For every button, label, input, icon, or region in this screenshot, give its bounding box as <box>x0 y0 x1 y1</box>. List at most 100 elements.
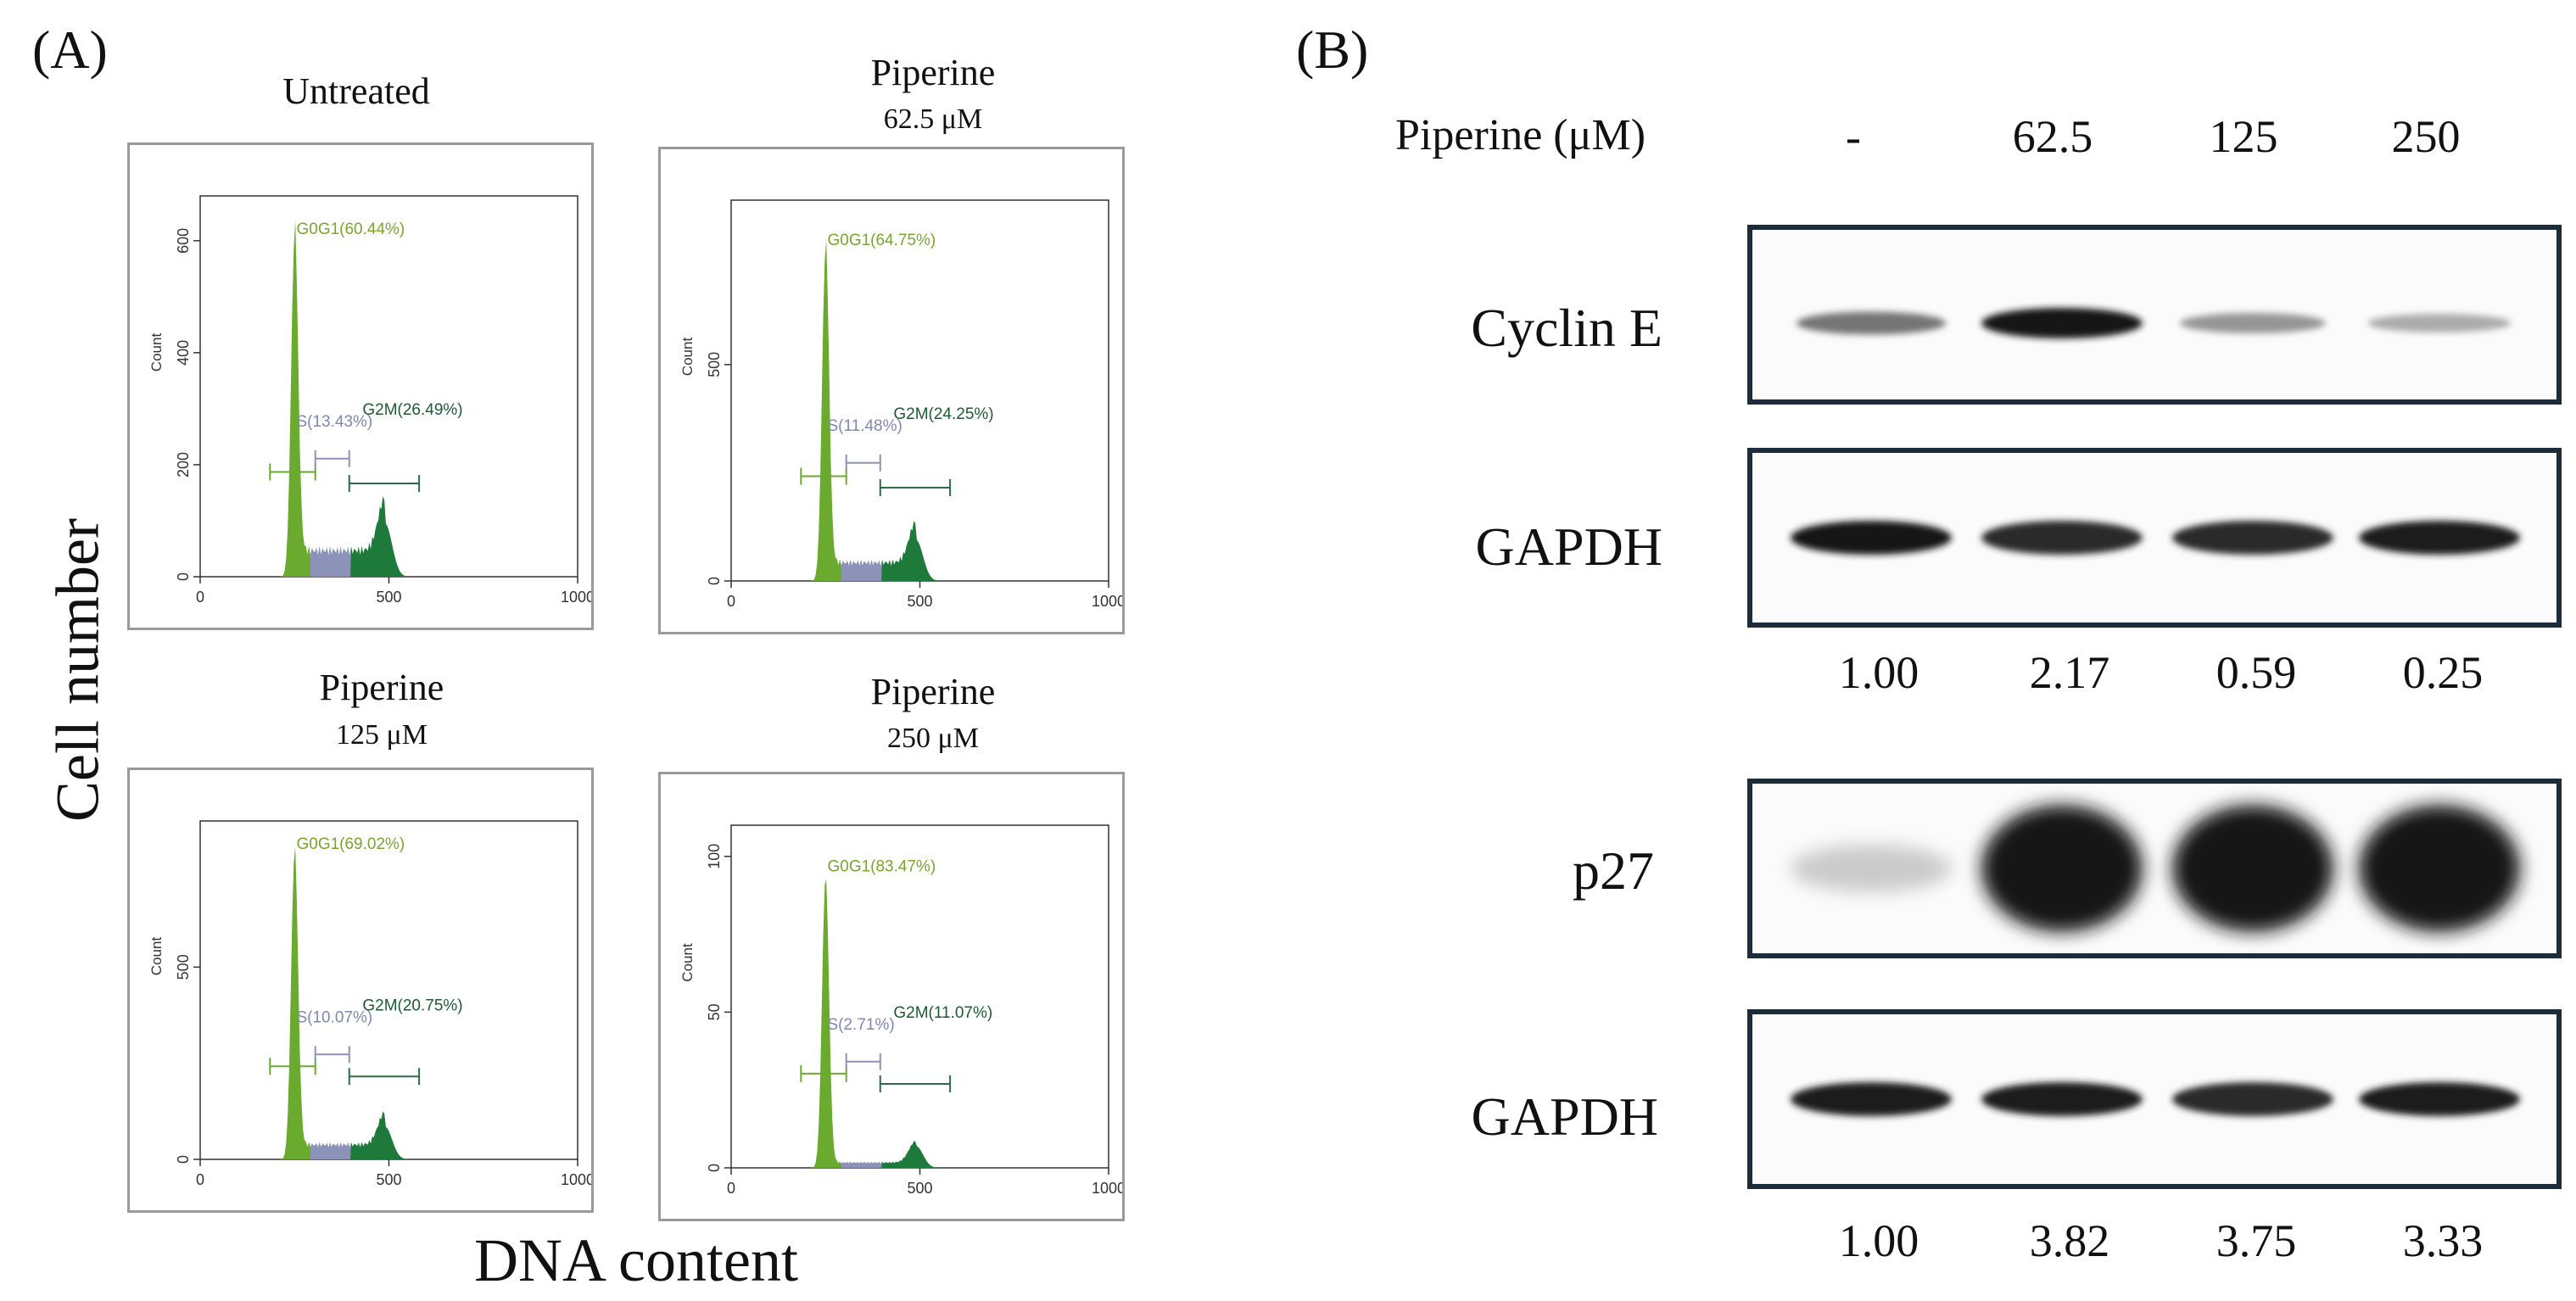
g2m-label: G2M(11.07%) <box>893 1004 992 1022</box>
g0g1-peak <box>268 846 310 1159</box>
s-label: S(10.07%) <box>296 1008 372 1026</box>
histogram-piperine-62-5: 0 500 0 500 1000 Count G0G1(64.75%) S(11.48%)G2… <box>679 199 1126 610</box>
p27-band <box>1791 844 1952 893</box>
histogram-frame-3: 0 500 0 500 1000 Count G0G1(69.02%) S(10.07%) G2… <box>127 768 595 1213</box>
conc-lane-4: 250 <box>2391 111 2461 162</box>
x-tick-label: 1000 <box>1092 1180 1122 1197</box>
label-p27: p27 <box>1573 840 1654 901</box>
label-gapdh-1: GAPDH <box>1475 516 1662 577</box>
histogram-frame-2: 0 500 0 500 1000 Count G0G1(64.75%) S(11.48%) G2… <box>658 147 1126 634</box>
panel-a-label: (A) <box>32 20 108 80</box>
x-tick-label: 500 <box>376 1171 401 1188</box>
s-phase-area <box>310 545 351 577</box>
count-axis-label: Count <box>148 333 165 372</box>
x-tick-label: 1000 <box>561 1171 591 1188</box>
y-tick-label: 500 <box>175 954 192 980</box>
plot-area <box>730 199 1109 582</box>
s-phase-area <box>310 1142 351 1159</box>
blot-p27-bands <box>1791 805 2520 932</box>
hist-subtitle-2: 62.5 μM <box>883 103 983 135</box>
cell-number-label: Cell number <box>43 518 112 822</box>
g2m-label: G2M(20.75%) <box>362 997 462 1014</box>
g2m-label: G2M(24.25%) <box>893 405 993 423</box>
x-tick-label: 1000 <box>561 589 591 606</box>
g0g1-peak <box>268 220 310 577</box>
y-tick-label: 0 <box>175 572 192 581</box>
dna-content-label: DNA content <box>474 1226 798 1294</box>
s-phase-area <box>841 559 882 581</box>
blot-cyclin-e-bands <box>1796 308 2512 338</box>
histogram-untreated: 0 200 400 600 0 500 1000 Count G0G1(60.44%) S(13.… <box>148 195 595 606</box>
p27-band <box>1981 805 2143 932</box>
blot-gapdh-2-bands <box>1791 1082 2520 1116</box>
blot-gapdh-1-bands <box>1791 521 2520 555</box>
blot-cyclin-e <box>1747 225 2562 405</box>
y-tick-label: 500 <box>706 352 723 377</box>
count-axis-label: Count <box>679 338 696 377</box>
histogram-frame-4: 0 50 100 0 500 1000 Count G0G1(83.47%) S(2.71%) G… <box>658 772 1126 1221</box>
hist-title-4: Piperine <box>870 671 996 712</box>
s-phase-area <box>841 1161 882 1168</box>
histogram-frame-1: 0 200 400 600 0 500 1000 Count G0G1(60.44%) S(13.… <box>127 142 595 630</box>
hist-title-2: Piperine <box>870 52 996 93</box>
g0g1-label: G0G1(64.75%) <box>827 232 936 249</box>
x-tick-label: 500 <box>376 589 401 606</box>
label-gapdh-2: GAPDH <box>1471 1086 1658 1147</box>
gapdh-1-band <box>2172 521 2333 555</box>
x-tick-label: 0 <box>727 1180 735 1197</box>
y-tick-label: 400 <box>175 340 192 366</box>
x-tick-label: 0 <box>727 593 735 610</box>
gapdh-2-band <box>1791 1082 1952 1116</box>
s-label: S(13.43%) <box>296 413 372 431</box>
quant-p27-2: 3.82 <box>2029 1215 2110 1266</box>
s-label: S(11.48%) <box>827 417 902 435</box>
cyclin-e-band <box>1981 308 2143 338</box>
cyclin-e-band <box>2367 314 2512 332</box>
plot-area <box>199 820 578 1160</box>
y-tick-label: 100 <box>706 844 723 869</box>
gapdh-1-band <box>2359 521 2520 555</box>
p27-band <box>2359 805 2520 932</box>
histogram-piperine-125: 0 500 0 500 1000 Count G0G1(69.02%) S(10.07%)G2… <box>148 820 595 1188</box>
gapdh-2-band <box>2359 1082 2520 1116</box>
gapdh-1-band <box>1981 521 2143 555</box>
label-cyclin-e: Cyclin E <box>1471 298 1662 358</box>
quant-p27-1: 1.00 <box>1838 1215 1919 1266</box>
x-tick-label: 0 <box>196 1171 204 1188</box>
hist-subtitle-4: 250 μM <box>887 723 979 754</box>
y-tick-label: 200 <box>175 452 192 477</box>
s-label: S(2.71%) <box>827 1016 894 1034</box>
quant-cyclin-e-1: 1.00 <box>1838 647 1919 698</box>
y-tick-label: 0 <box>706 1164 723 1172</box>
g0g1-label: G0G1(69.02%) <box>296 835 405 853</box>
g0g1-label: G0G1(60.44%) <box>296 221 405 238</box>
y-tick-label: 0 <box>706 577 723 585</box>
y-tick-label: 0 <box>175 1155 192 1164</box>
conc-lane-3: 125 <box>2209 111 2278 162</box>
quant-p27-4: 3.33 <box>2402 1215 2484 1266</box>
hist-title-1: Untreated <box>282 70 430 112</box>
concentration-header: Piperine (μM) <box>1395 111 1646 159</box>
blot-gapdh-1 <box>1747 448 2562 628</box>
count-axis-label: Count <box>679 943 696 982</box>
g0g1-peak <box>799 239 841 581</box>
g2m-peak <box>881 520 943 581</box>
gapdh-2-band <box>1981 1082 2143 1116</box>
quant-cyclin-e-4: 0.25 <box>2402 647 2484 698</box>
cyclin-e-band <box>2180 313 2326 333</box>
quant-cyclin-e-3: 0.59 <box>2216 647 2297 698</box>
panel-b-label: (B) <box>1296 20 1369 80</box>
x-tick-label: 500 <box>907 1180 932 1197</box>
gapdh-1-band <box>1791 521 1952 555</box>
y-axis-label-container: Cell number <box>36 475 120 865</box>
g2m-label: G2M(26.49%) <box>362 401 462 419</box>
g2m-peak <box>350 1111 412 1159</box>
blot-p27 <box>1747 779 2562 958</box>
x-tick-label: 1000 <box>1092 593 1122 610</box>
count-axis-label: Count <box>148 937 165 976</box>
x-tick-label: 500 <box>907 593 932 610</box>
gapdh-2-band <box>2172 1082 2333 1116</box>
p27-band <box>2172 805 2333 932</box>
conc-lane-2: 62.5 <box>2012 111 2093 162</box>
